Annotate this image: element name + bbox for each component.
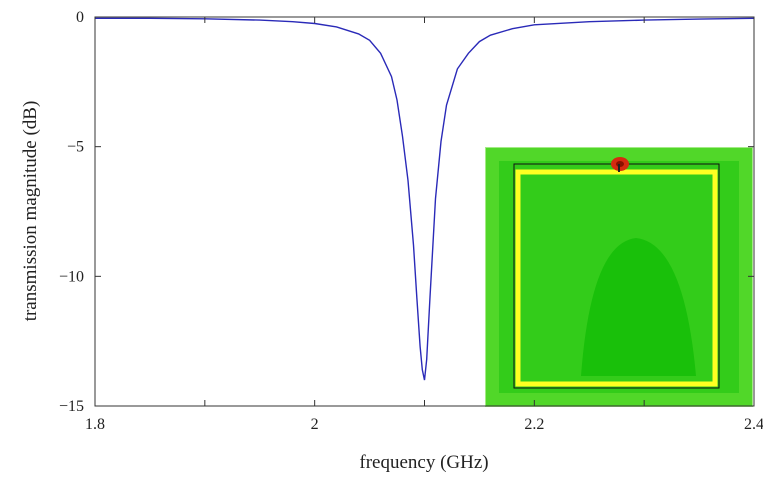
plot-layer bbox=[95, 17, 755, 381]
x-tick-label: 2 bbox=[311, 416, 319, 433]
y-axis-label: transmission magnitude (dB) bbox=[20, 101, 41, 322]
y-tick-label: 0 bbox=[76, 9, 84, 26]
x-axis-label: frequency (GHz) bbox=[359, 452, 488, 473]
axes-layer: 1.8 2 2.2 2.4 0 −5 −10 −15 bbox=[59, 9, 763, 433]
inset-glow-outer bbox=[485, 147, 753, 407]
y-tick-label: −5 bbox=[67, 139, 84, 156]
x-tick-label: 2.2 bbox=[524, 416, 544, 433]
inset-resonator-ring bbox=[515, 169, 718, 387]
x-tick-label: 2.4 bbox=[744, 416, 763, 433]
inset-feed-gap bbox=[618, 164, 620, 172]
field-inset bbox=[485, 147, 753, 407]
series-line-0 bbox=[95, 17, 755, 381]
inset-core-region bbox=[581, 238, 696, 376]
x-tick-label: 1.8 bbox=[85, 416, 105, 433]
y-tick-label: −10 bbox=[59, 268, 84, 285]
y-tick-label: −15 bbox=[59, 398, 84, 415]
